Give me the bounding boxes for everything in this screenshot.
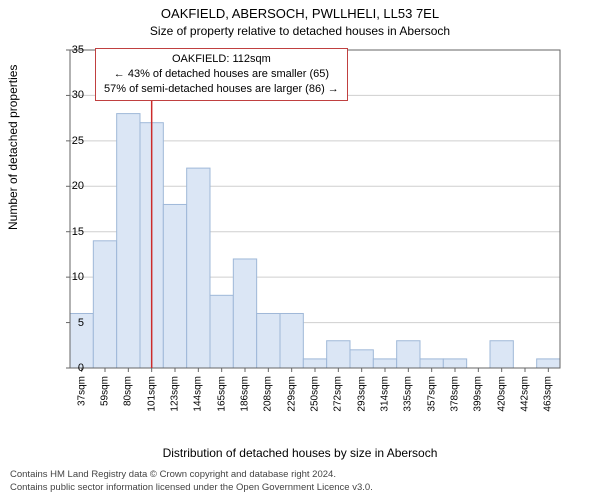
x-tick-label: 442sqm: [520, 376, 531, 412]
x-tick-label: 314sqm: [380, 376, 391, 412]
y-axis-label-wrap: Number of detached properties: [6, 0, 20, 500]
x-tick-label: 399sqm: [473, 376, 484, 412]
x-tick-label: 335sqm: [403, 376, 414, 412]
y-tick-label: 20: [72, 180, 84, 192]
y-tick-label: 30: [72, 89, 84, 101]
x-tick-label: 59sqm: [100, 376, 111, 406]
x-tick-label: 272sqm: [333, 376, 344, 412]
y-tick-label: 10: [72, 271, 84, 283]
x-tick-label: 208sqm: [263, 376, 274, 412]
x-tick-label: 357sqm: [426, 376, 437, 412]
x-axis-label: Distribution of detached houses by size …: [0, 446, 600, 460]
x-tick-label: 250sqm: [310, 376, 321, 412]
y-tick-label: 25: [72, 135, 84, 147]
y-tick-label: 5: [78, 317, 84, 329]
x-tick-label: 123sqm: [170, 376, 181, 412]
footer-line-1: Contains HM Land Registry data © Crown c…: [10, 469, 590, 481]
x-tick-label: 80sqm: [123, 376, 134, 406]
y-tick-label: 0: [78, 362, 84, 374]
x-tick-label: 144sqm: [193, 376, 204, 412]
x-tick-label: 463sqm: [543, 376, 554, 412]
footer-line-2: Contains public sector information licen…: [10, 482, 590, 494]
annotation-line-1: OAKFIELD: 112sqm: [104, 52, 339, 67]
x-tick-label: 229sqm: [286, 376, 297, 412]
y-tick-label: 15: [72, 226, 84, 238]
marker-annotation: OAKFIELD: 112sqm ← 43% of detached house…: [95, 48, 348, 101]
annotation-line-2: ← 43% of detached houses are smaller (65…: [104, 67, 339, 82]
y-axis-label: Number of detached properties: [6, 65, 20, 230]
x-tick-label: 378sqm: [450, 376, 461, 412]
chart-page: OAKFIELD, ABERSOCH, PWLLHELI, LL53 7EL S…: [0, 0, 600, 500]
chart-title: OAKFIELD, ABERSOCH, PWLLHELI, LL53 7EL: [0, 6, 600, 21]
chart-subtitle: Size of property relative to detached ho…: [0, 24, 600, 38]
x-tick-label: 165sqm: [216, 376, 227, 412]
x-tick-label: 101sqm: [146, 376, 157, 412]
y-tick-label: 35: [72, 44, 84, 56]
x-tick-label: 420sqm: [496, 376, 507, 412]
x-tick-label: 293sqm: [356, 376, 367, 412]
x-tick-label: 37sqm: [76, 376, 87, 406]
annotation-line-3: 57% of semi-detached houses are larger (…: [104, 82, 339, 97]
footer-attribution: Contains HM Land Registry data © Crown c…: [10, 469, 590, 494]
x-tick-label: 186sqm: [240, 376, 251, 412]
